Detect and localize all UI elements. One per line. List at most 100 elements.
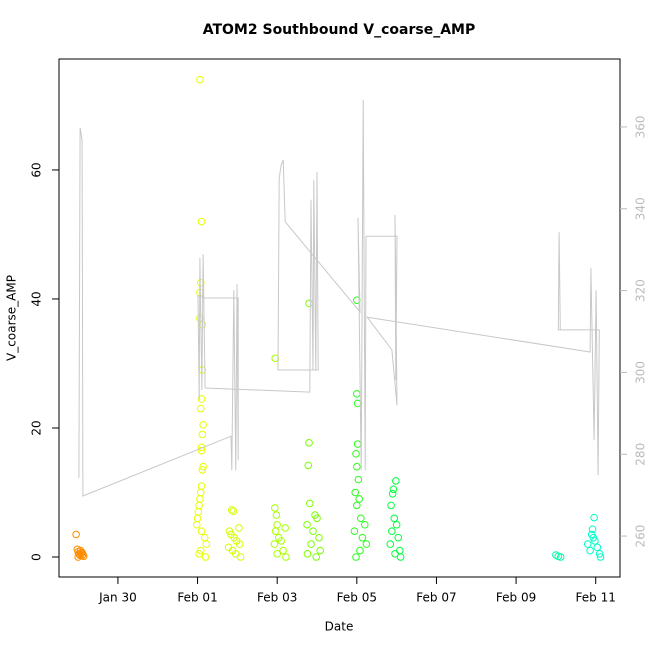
data-point [352,449,360,458]
data-point [391,549,399,558]
data-point [192,520,201,529]
data-point [196,75,204,84]
data-point [351,488,360,497]
data-point [199,420,207,429]
data-point [197,446,206,455]
data-point [271,527,280,535]
data-point [74,553,82,561]
data-point [197,443,206,452]
plot-frame [58,58,621,578]
data-point [305,439,313,447]
data-point [355,495,364,503]
data-point [315,533,323,542]
y2-tick-label: 280 [634,443,648,466]
y-tick-label: 60 [30,162,44,177]
data-point [352,553,360,561]
y2-tick-label: 320 [634,279,648,302]
x-axis-label: Date [325,620,354,634]
data-point [354,475,363,484]
data-point [236,553,245,561]
x-tick-label: Feb 07 [416,591,456,605]
data-point [202,540,211,548]
data-point [198,430,207,439]
data-point [78,548,86,557]
data-point [227,506,236,514]
y-tick-label: 0 [30,553,44,561]
data-point [76,551,84,559]
data-point [309,527,317,535]
line-series [78,99,600,497]
data-point [282,553,290,561]
data-point [357,514,365,523]
data-point [390,514,399,523]
data-point [72,530,80,539]
data-point [307,540,315,548]
data-point [353,462,361,471]
x-tick-label: Jan 30 [98,591,137,605]
data-point [388,527,396,535]
data-point [392,477,400,485]
data-point [197,527,206,535]
data-point [386,540,395,548]
data-point [313,514,321,523]
data-point [277,537,285,545]
data-point [591,537,599,545]
x-tick-label: Feb 01 [177,591,217,605]
data-point [281,524,289,532]
data-point [279,546,287,555]
data-point [229,507,238,516]
data-point [596,553,605,561]
data-point [272,511,281,519]
data-point [316,546,324,555]
data-point [197,217,206,226]
x-tick-label: Feb 05 [337,591,377,605]
data-point [235,540,244,548]
data-point [388,489,397,498]
data-point [270,504,279,512]
data-point [198,466,207,474]
y2-tick-label: 260 [634,525,648,548]
data-point [387,501,395,510]
data-point [394,533,403,542]
y2-tick-label: 360 [634,115,648,138]
data-point [358,533,367,542]
data-point [360,520,369,529]
y2-tick-label: 300 [634,361,648,384]
data-point [556,553,565,561]
data-point [199,462,207,471]
data-point [353,399,362,408]
data-point [201,553,210,561]
data-point [196,404,205,413]
data-point [270,540,279,548]
data-point [356,546,364,555]
data-point [197,395,206,403]
data-point [303,549,312,558]
data-point [590,513,598,522]
y-tick-label: 20 [30,420,44,435]
data-point [593,543,602,552]
x-tick-label: Feb 09 [496,591,536,605]
data-point [392,520,401,529]
x-tick-label: Feb 11 [576,591,616,605]
data-point [79,552,88,561]
y2-tick-label: 340 [634,197,648,220]
chart-title: ATOM2 Southbound V_coarse_AMP [203,22,476,38]
data-point [362,540,371,548]
x-tick-label: Feb 03 [257,591,297,605]
data-point [595,549,604,558]
data-point [303,520,311,529]
data-point [306,499,314,508]
data-point [586,546,594,555]
data-point [389,485,398,494]
y-tick-label: 40 [30,291,44,306]
data-point [195,549,203,558]
data-point [312,553,321,561]
y-axis-label: V_coarse_AMP [5,275,19,361]
data-point [273,549,281,558]
data-point [396,553,405,561]
data-point [353,501,361,510]
data-point [235,524,243,532]
data-point [350,527,359,535]
